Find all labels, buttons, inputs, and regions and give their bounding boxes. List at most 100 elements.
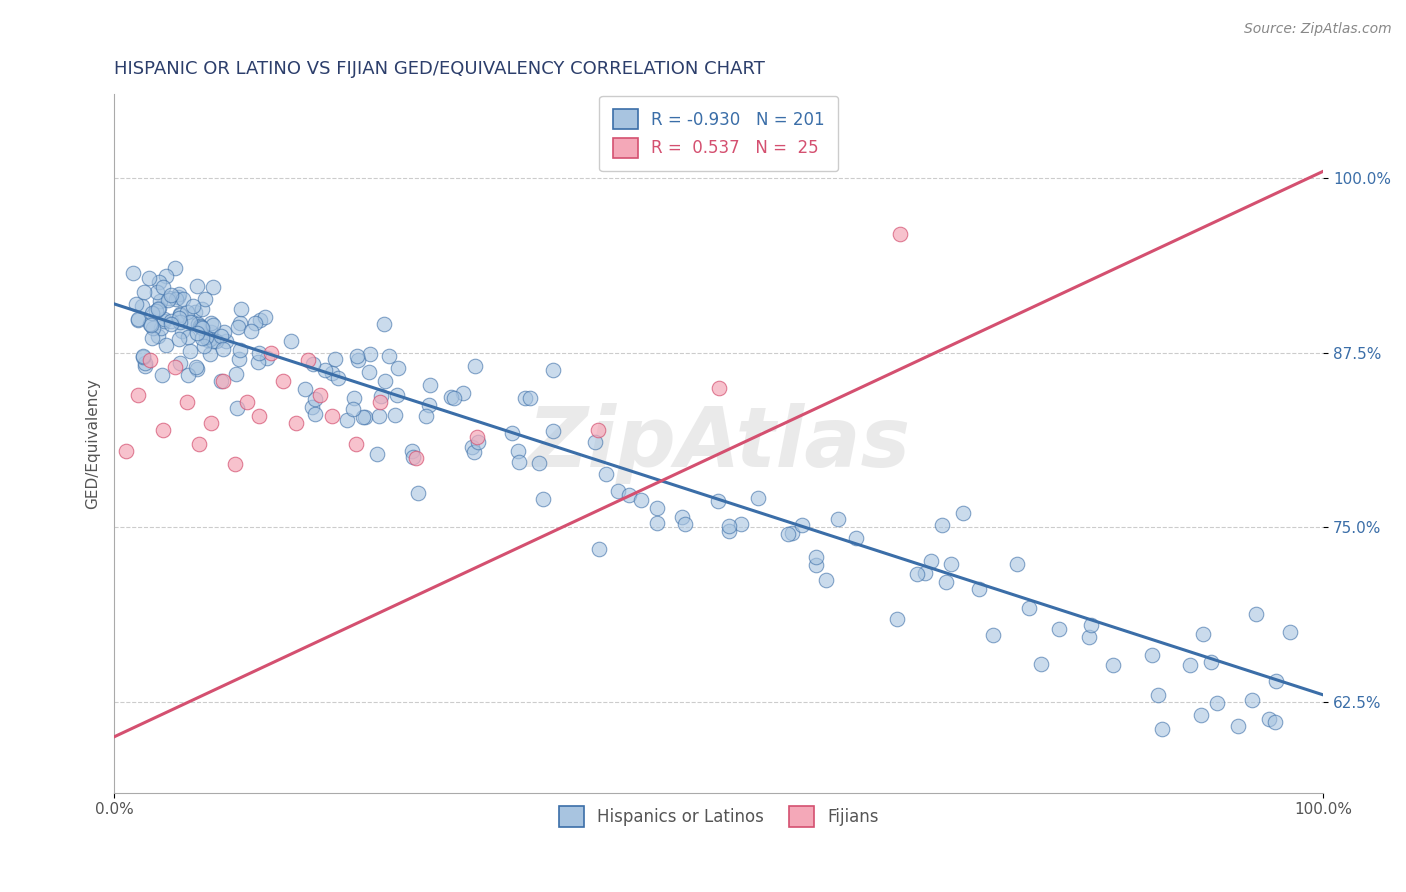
Point (463, 445, 485, 459)
Point (370, 388, 392, 402)
Point (169, 315, 191, 329)
Point (707, 494, 730, 508)
Point (142, 321, 165, 335)
Point (1227, 718, 1250, 732)
Point (501, 426, 523, 441)
Point (156, 293, 179, 308)
Point (1140, 648, 1163, 662)
Point (165, 260, 187, 275)
Point (323, 352, 346, 367)
Point (647, 501, 669, 516)
Point (167, 287, 190, 301)
Point (1005, 558, 1028, 572)
Point (169, 308, 191, 322)
Point (226, 401, 249, 416)
Point (941, 557, 963, 571)
Point (186, 362, 208, 376)
Point (188, 319, 211, 334)
Point (804, 558, 827, 572)
Point (131, 299, 153, 313)
Point (215, 334, 238, 348)
Point (132, 349, 155, 363)
Point (541, 425, 564, 439)
Point (1264, 714, 1286, 729)
Point (920, 553, 942, 567)
Point (209, 374, 232, 388)
Point (148, 302, 170, 317)
Point (346, 349, 368, 363)
Point (139, 318, 162, 332)
Point (201, 334, 224, 348)
Point (461, 440, 484, 454)
Point (321, 409, 343, 423)
Point (124, 297, 146, 311)
Point (212, 325, 235, 339)
Point (342, 402, 364, 417)
Point (191, 301, 214, 316)
Point (167, 332, 190, 346)
Point (256, 351, 278, 365)
Point (1240, 693, 1263, 707)
Point (197, 333, 219, 347)
Point (304, 407, 326, 421)
Point (935, 575, 957, 590)
Point (308, 387, 330, 401)
Point (194, 292, 217, 306)
Point (1080, 618, 1102, 632)
Point (181, 299, 204, 313)
Point (513, 391, 536, 405)
Point (169, 307, 191, 321)
Point (588, 541, 610, 556)
Point (583, 434, 606, 449)
Point (508, 454, 530, 468)
Point (122, 266, 145, 280)
Point (146, 285, 169, 300)
Point (247, 346, 270, 360)
Point (619, 488, 641, 502)
Point (132, 285, 155, 300)
Point (630, 493, 652, 508)
Point (225, 367, 247, 381)
Point (707, 381, 730, 395)
Point (229, 316, 252, 330)
Point (301, 400, 323, 414)
Point (776, 526, 799, 541)
Point (541, 363, 564, 377)
Point (1264, 673, 1286, 688)
Point (981, 628, 1004, 642)
Point (190, 320, 212, 334)
Point (359, 347, 381, 361)
Point (343, 391, 366, 405)
Point (141, 306, 163, 320)
Point (531, 492, 554, 507)
Point (177, 368, 200, 383)
Point (179, 344, 201, 359)
Point (586, 423, 609, 437)
Point (1199, 655, 1222, 669)
Point (451, 386, 474, 401)
Point (401, 444, 423, 458)
Point (336, 413, 359, 427)
Point (886, 612, 908, 626)
Point (595, 467, 617, 482)
Point (730, 516, 752, 531)
Point (201, 318, 224, 332)
Point (148, 301, 170, 315)
Point (519, 391, 541, 405)
Point (200, 325, 222, 339)
Point (782, 525, 804, 540)
Point (440, 390, 463, 404)
Point (344, 436, 367, 450)
Point (132, 351, 155, 365)
Point (671, 510, 693, 524)
Point (184, 359, 207, 374)
Point (152, 280, 174, 294)
Point (167, 290, 190, 304)
Point (1191, 626, 1213, 640)
Point (127, 313, 149, 327)
Point (245, 316, 267, 330)
Point (157, 292, 180, 306)
Point (150, 368, 173, 382)
Point (718, 524, 741, 538)
Point (467, 435, 489, 450)
